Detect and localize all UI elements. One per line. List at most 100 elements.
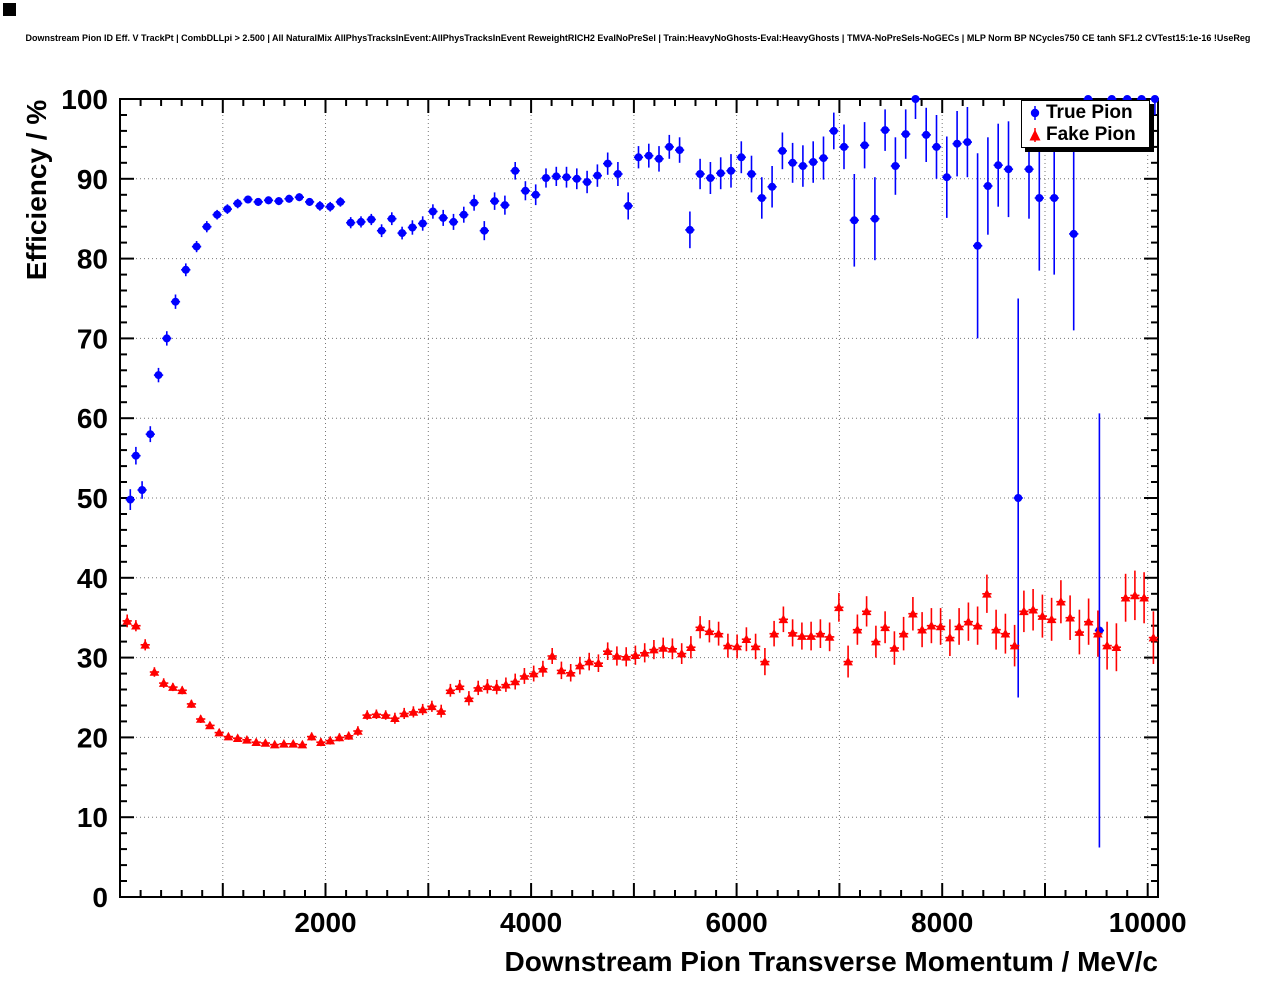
data-point-triangle (232, 733, 243, 742)
data-point-triangle (1074, 627, 1085, 636)
data-point-circle (511, 166, 520, 175)
data-point-triangle (325, 735, 335, 745)
data-point-triangle (140, 640, 150, 649)
data-point-triangle (898, 628, 909, 638)
data-point-triangle (501, 679, 511, 689)
data-point-circle (1004, 165, 1013, 174)
data-point-circle (500, 201, 509, 210)
data-point-triangle (427, 701, 437, 711)
data-point-circle (737, 153, 746, 162)
data-point-triangle (602, 646, 613, 655)
data-point-circle (449, 217, 458, 226)
data-point-circle (418, 219, 427, 228)
data-point-triangle (269, 739, 280, 749)
data-point-circle (490, 197, 499, 206)
true-pion-marker-icon (1030, 106, 1040, 120)
data-point-triangle (399, 708, 409, 718)
data-point-circle (1035, 194, 1044, 202)
data-point-circle (809, 158, 818, 166)
data-point-triangle (797, 631, 807, 640)
data-point-triangle (750, 641, 761, 651)
data-point-circle (154, 371, 163, 380)
data-point-triangle (1046, 614, 1057, 624)
data-point-circle (315, 201, 324, 210)
fake-pion-marker-icon (1029, 128, 1041, 142)
data-point-circle (655, 154, 663, 163)
data-point-triangle (769, 628, 779, 638)
legend-label-true-pion: True Pion (1046, 102, 1133, 123)
data-point-triangle (519, 671, 530, 680)
data-point-triangle (565, 668, 576, 677)
data-point-circle (131, 451, 140, 460)
ticks-layer (120, 98, 1158, 897)
data-point-triangle (639, 648, 650, 657)
data-point-circle (870, 214, 879, 223)
data-point-circle (213, 210, 222, 219)
data-point-triangle (1111, 642, 1122, 651)
data-point-triangle (371, 709, 382, 719)
data-point-circle (162, 334, 171, 343)
data-point-circle (973, 241, 982, 250)
data-point-triangle (991, 624, 1001, 634)
data-point-circle (840, 142, 848, 151)
data-point-circle (983, 182, 992, 190)
data-point-triangle (288, 739, 298, 748)
data-point-triangle (889, 643, 900, 652)
data-point-circle (398, 229, 407, 238)
legend-entry-true-pion: True Pion (1022, 102, 1149, 124)
data-point-circle (295, 193, 304, 202)
data-point-circle (644, 151, 653, 160)
legend: True Pion Fake Pion (1021, 100, 1150, 148)
data-point-circle (233, 199, 242, 208)
data-point-triangle (575, 660, 585, 670)
data-point-circle (346, 218, 355, 227)
data-point-circle (126, 495, 135, 504)
data-point-triangle (279, 739, 289, 748)
true-pion-circle-glyph (1030, 108, 1040, 118)
data-point-triangle (713, 628, 724, 638)
data-point-circle (552, 172, 561, 181)
data-point-triangle (482, 681, 493, 691)
data-point-circle (254, 197, 263, 206)
data-point-circle (531, 190, 540, 199)
y-tick-label: 10 (77, 802, 108, 833)
data-point-circle (367, 215, 376, 224)
data-point-triangle (380, 710, 391, 719)
data-point-circle (685, 225, 694, 234)
data-point-triangle (760, 656, 770, 666)
data-point-triangle (454, 681, 465, 691)
data-point-circle (336, 197, 345, 206)
data-point-triangle (806, 631, 816, 640)
data-point-triangle (510, 676, 520, 686)
data-point-circle (285, 194, 294, 203)
data-point-circle (244, 195, 252, 204)
data-point-triangle (297, 739, 308, 749)
y-tick-label: 80 (77, 244, 108, 275)
data-point-circle (542, 174, 550, 182)
data-point-circle (963, 138, 972, 147)
data-point-triangle (658, 643, 668, 652)
data-point-circle (911, 95, 920, 103)
y-tick-label: 20 (77, 722, 108, 753)
data-point-circle (613, 170, 622, 178)
data-point-triangle (649, 644, 659, 654)
data-point-triangle (547, 651, 557, 660)
data-point-circle (994, 161, 1003, 170)
data-point-triangle (1083, 616, 1094, 626)
data-point-triangle (852, 624, 863, 634)
x-tick-label: 10000 (1109, 907, 1187, 938)
data-point-triangle (1037, 611, 1048, 620)
y-tick-label: 0 (92, 882, 108, 913)
data-point-circle (716, 169, 725, 178)
data-point-circle (1014, 494, 1023, 502)
data-point-triangle (612, 651, 622, 660)
data-point-circle (798, 162, 807, 170)
data-point-circle (377, 226, 386, 235)
data-point-circle (202, 222, 211, 231)
data-point-triangle (149, 667, 160, 676)
data-point-triangle (205, 720, 215, 730)
data-point-triangle (1148, 632, 1159, 642)
data-point-triangle (390, 713, 400, 722)
data-point-triangle (122, 616, 132, 625)
